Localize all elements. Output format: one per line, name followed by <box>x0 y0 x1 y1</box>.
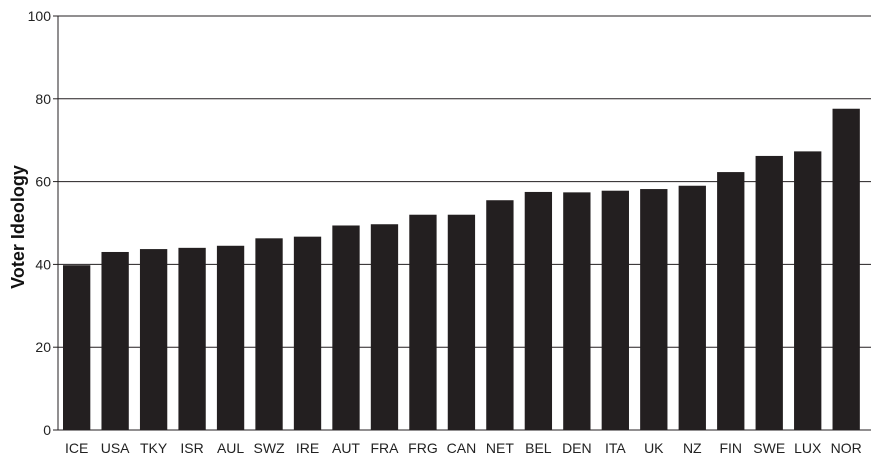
bar-usa <box>101 251 129 430</box>
x-tick-label: AUL <box>217 440 244 456</box>
x-tick-label: DEN <box>562 440 592 456</box>
bars <box>63 108 860 431</box>
y-tick-label: 60 <box>35 174 51 190</box>
x-tick-label: NOR <box>831 440 862 456</box>
bar-swz <box>255 238 283 430</box>
x-tick-label: FRG <box>408 440 438 456</box>
y-tick-label: 40 <box>35 256 51 272</box>
y-tick-label: 20 <box>35 339 51 355</box>
x-tick-label: NET <box>486 440 514 456</box>
bar-isr <box>178 247 206 430</box>
bar-bel <box>524 191 553 430</box>
bar-frg <box>409 214 437 430</box>
y-tick-label: 0 <box>43 422 51 438</box>
x-tick-label: UK <box>644 440 664 456</box>
bar-fra <box>370 224 399 430</box>
y-tick-label: 100 <box>28 8 52 24</box>
axes <box>57 16 871 431</box>
bar-nor <box>832 108 860 431</box>
x-tick-label: NZ <box>683 440 702 456</box>
bar-tky <box>139 249 168 430</box>
x-tick-label: ISR <box>180 440 203 456</box>
x-tick-label: IRE <box>296 440 319 456</box>
y-tick-label: 80 <box>35 91 51 107</box>
bar-den <box>563 192 591 430</box>
x-tick-label: ITA <box>605 440 626 456</box>
bar-can <box>447 214 476 430</box>
bar-swe <box>755 155 783 430</box>
x-tick-label: CAN <box>447 440 477 456</box>
x-tick-label: LUX <box>794 440 822 456</box>
x-tick-label: FIN <box>719 440 742 456</box>
bar-fin <box>717 172 745 430</box>
bar-net <box>486 200 514 430</box>
bar-ice <box>63 265 91 430</box>
bar-ita <box>601 190 629 430</box>
x-tick-label: AUT <box>332 440 360 456</box>
x-tick-labels: ICE USA TKY ISR AUL SWZ IRE AUT FRA FRG CAN NET BEL D… <box>65 440 862 456</box>
bar-aul <box>216 245 245 430</box>
bar-aut <box>332 225 360 430</box>
bar-uk <box>640 189 668 430</box>
x-tick-label: TKY <box>140 440 168 456</box>
bar-ire <box>293 236 322 430</box>
x-tick-label: USA <box>101 440 130 456</box>
x-tick-label: SWZ <box>253 440 285 456</box>
y-axis-label: Voter Ideology <box>8 165 28 289</box>
x-tick-label: FRA <box>370 440 399 456</box>
y-tick-labels: 0 20 40 60 80 100 <box>28 8 58 438</box>
x-tick-label: ICE <box>65 440 88 456</box>
x-tick-label: BEL <box>525 440 552 456</box>
bar-lux <box>794 151 822 431</box>
x-tick-label: SWE <box>753 440 785 456</box>
bar-nz <box>678 185 706 430</box>
